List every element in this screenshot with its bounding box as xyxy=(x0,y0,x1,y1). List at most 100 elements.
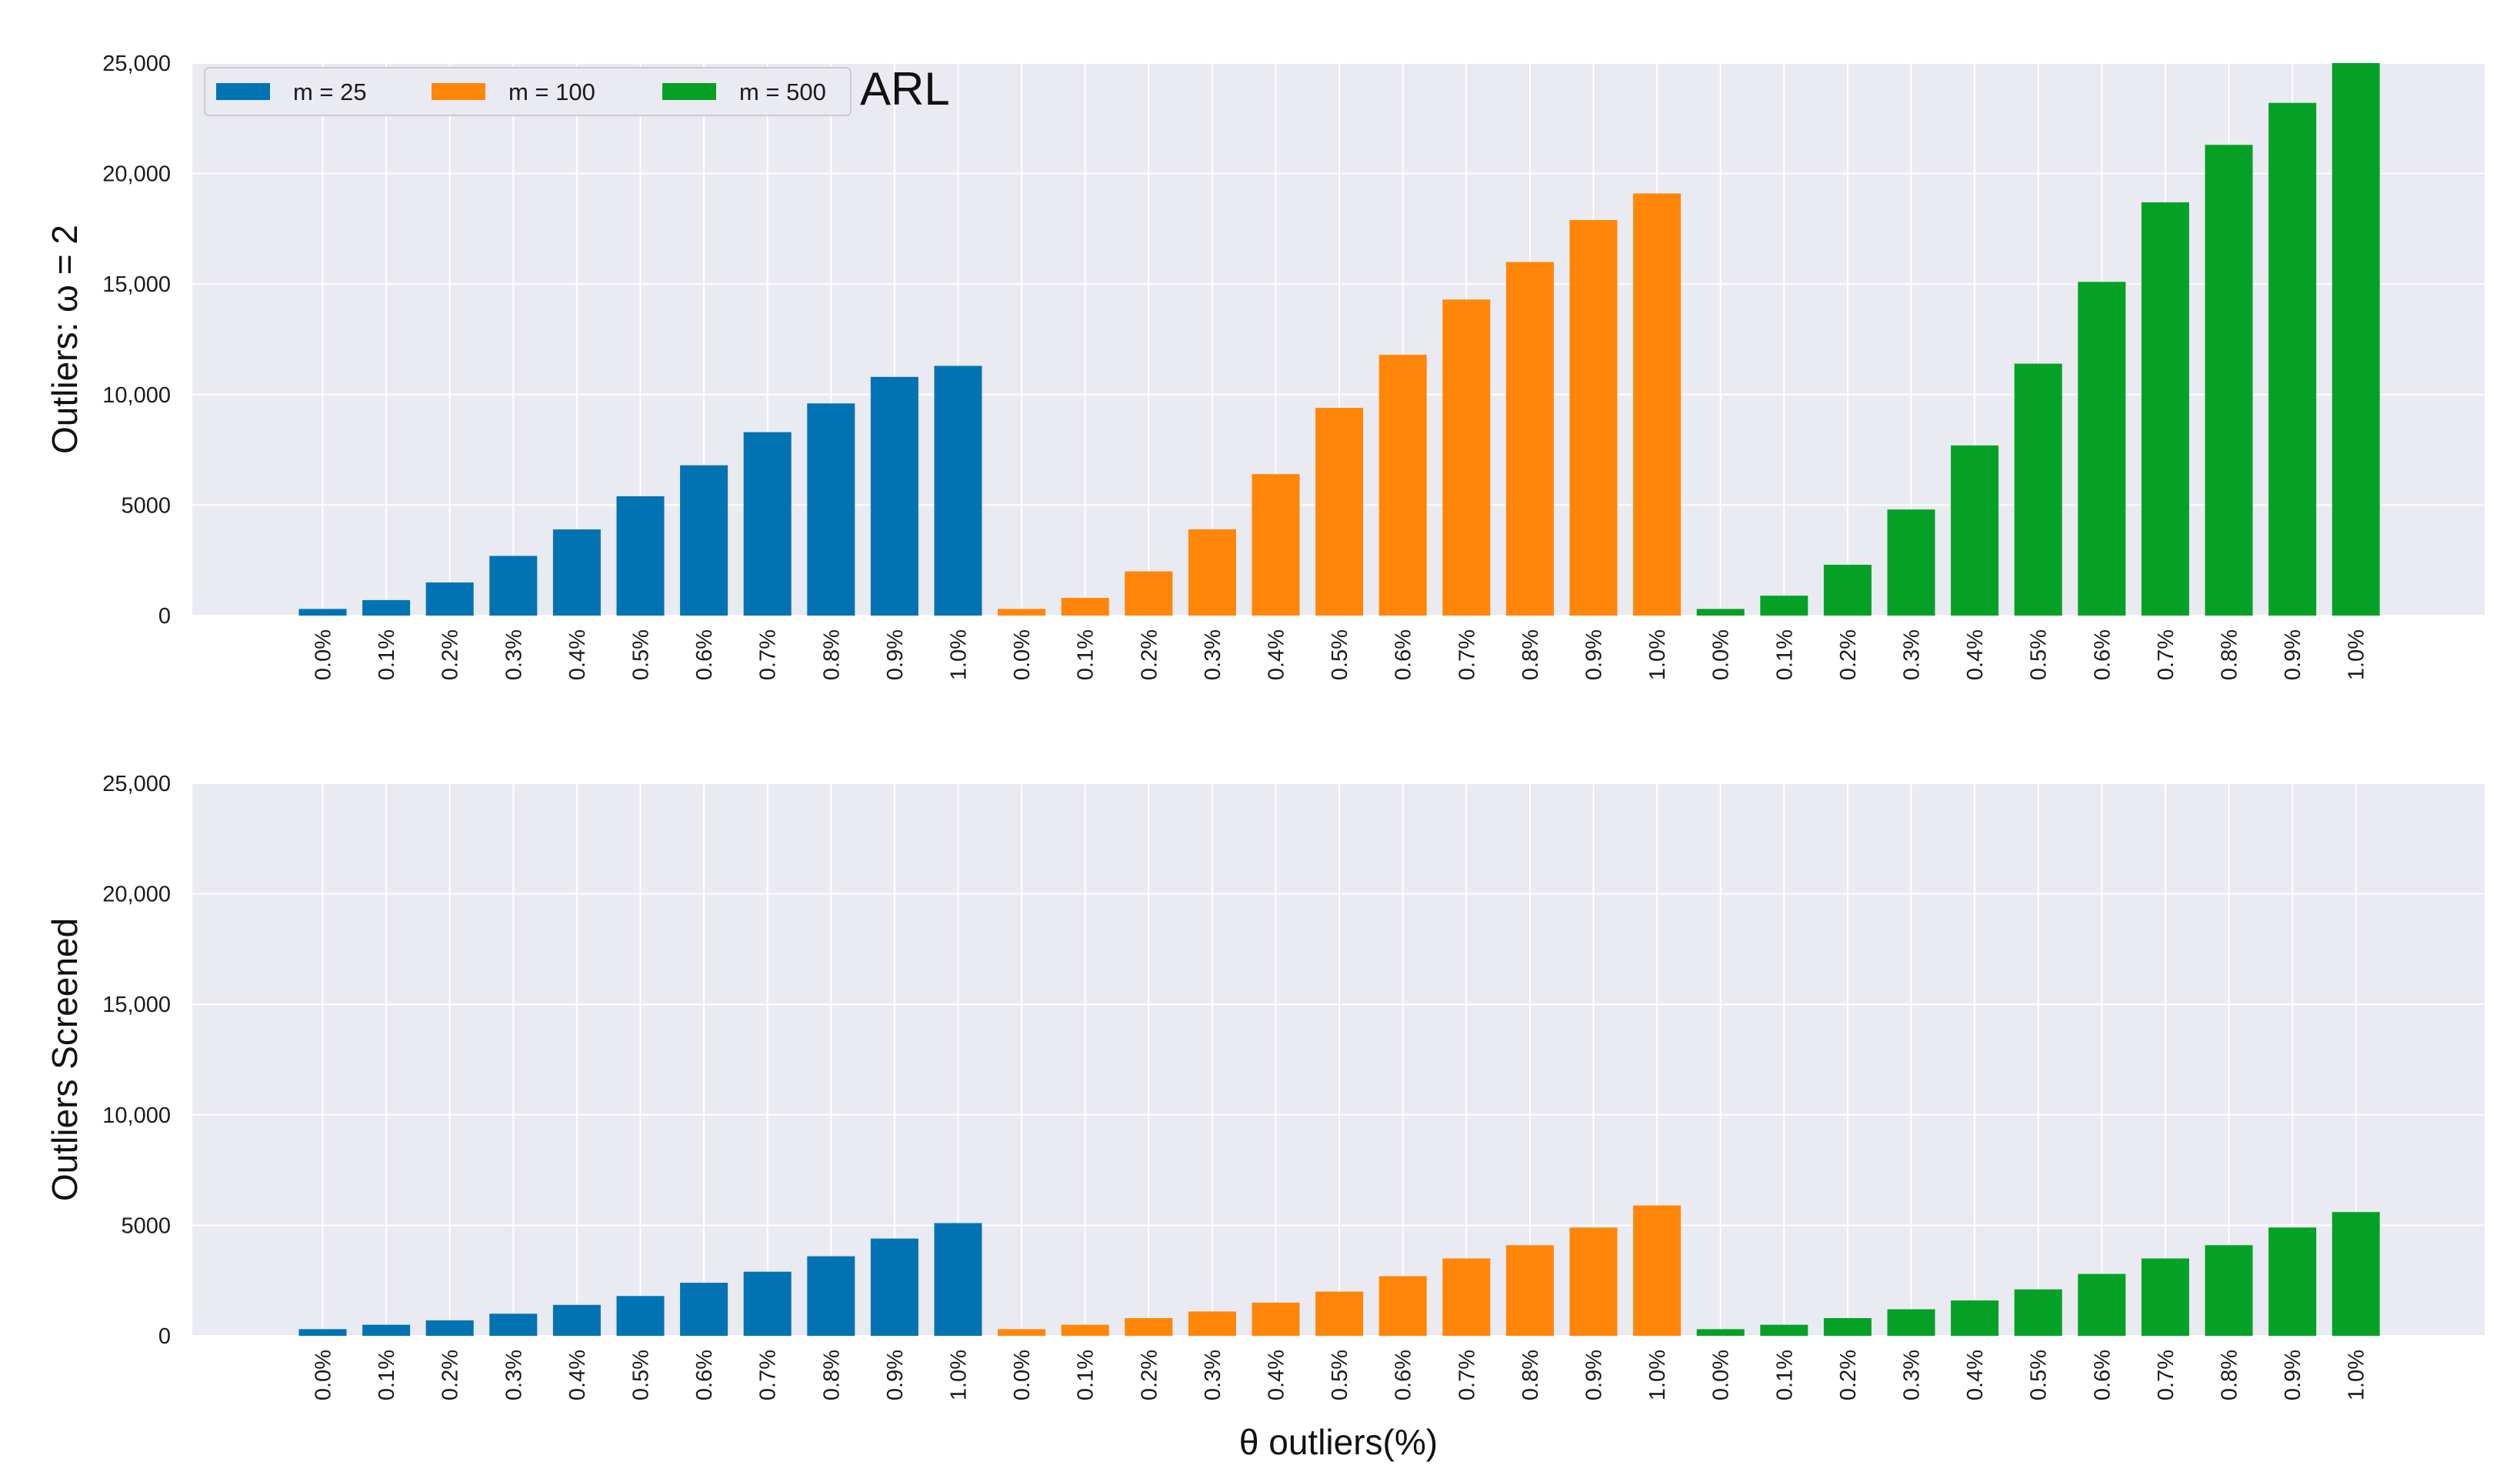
top-bar xyxy=(298,609,347,616)
top-yticks: 0 5000 10,000 15,000 20,000 25,000 xyxy=(102,52,171,629)
bottom-bar xyxy=(298,1329,347,1336)
x-axis-label: θ outliers(%) xyxy=(1239,1422,1438,1462)
top-bar xyxy=(1887,509,1935,616)
legend-box xyxy=(204,67,852,116)
bottom-bar xyxy=(680,1283,728,1336)
bottom-bar xyxy=(998,1329,1046,1336)
bottom-bar xyxy=(2141,1258,2189,1336)
top-bar xyxy=(616,496,665,616)
bottom-bar xyxy=(1252,1302,1300,1336)
top-xtick-label: 0.5% xyxy=(1328,629,1352,680)
top-xtick-label: 0.3% xyxy=(1900,629,1925,680)
bottom-xtick-label: 0.9% xyxy=(1582,1350,1607,1400)
top-xtick-label: 0.5% xyxy=(629,629,654,680)
top-y-axis-label: Outliers: ω = 2 xyxy=(45,225,85,454)
top-bar xyxy=(1633,193,1682,616)
bottom-bar xyxy=(616,1296,665,1336)
top-xtick-label: 0.9% xyxy=(883,629,908,680)
bottom-xtick-label: 0.9% xyxy=(883,1350,908,1400)
legend-label-m500: m = 500 xyxy=(739,78,826,105)
bottom-xtick-label: 0.3% xyxy=(1201,1350,1225,1400)
legend-label-m100: m = 100 xyxy=(508,78,595,105)
bottom-xtick-label: 1.0% xyxy=(1645,1350,1670,1400)
top-bar xyxy=(870,376,918,616)
top-xtick-label: 0.0% xyxy=(1709,629,1734,680)
bottom-xtick-label: 0.7% xyxy=(2154,1350,2178,1400)
bottom-bar xyxy=(1188,1311,1236,1336)
bottom-xtick-label: 0.8% xyxy=(1518,1350,1543,1400)
bottom-y-axis-label: Outliers Screened xyxy=(45,918,85,1201)
bottom-ytick-label: 10,000 xyxy=(102,1103,171,1128)
bottom-bar xyxy=(2014,1289,2062,1336)
top-xtick-label: 0.9% xyxy=(1582,629,1607,680)
legend-swatch-m100 xyxy=(432,83,485,100)
top-bar xyxy=(1569,219,1618,616)
top-bar xyxy=(2332,63,2380,616)
bottom-xtick-label: 0.7% xyxy=(1455,1350,1479,1400)
top-bar xyxy=(743,432,792,616)
top-bar xyxy=(1125,571,1173,616)
top-ytick-label: 10,000 xyxy=(102,383,171,408)
bottom-xtick-label: 0.2% xyxy=(1836,1350,1861,1400)
bottom-bar xyxy=(934,1223,982,1336)
bottom-xtick-label: 1.0% xyxy=(947,1350,972,1400)
top-bar xyxy=(1378,355,1427,616)
top-bars xyxy=(298,63,2380,616)
bottom-xtick-label: 0.2% xyxy=(438,1350,463,1400)
top-xtick-label: 0.4% xyxy=(1963,629,1988,680)
bottom-ytick-label: 15,000 xyxy=(102,993,171,1017)
bottom-ytick-label: 0 xyxy=(158,1324,171,1349)
top-xtick-label: 0.8% xyxy=(819,629,844,680)
top-xtick-label: 0.7% xyxy=(1455,629,1479,680)
bottom-xtick-label: 0.1% xyxy=(1772,1350,1797,1400)
bottom-bar xyxy=(2205,1245,2253,1336)
top-bar xyxy=(1315,408,1364,616)
top-xtick-label: 0.6% xyxy=(2090,629,2115,680)
top-bar xyxy=(1188,529,1236,616)
bottom-bar xyxy=(1061,1324,1109,1336)
top-bar xyxy=(362,599,411,616)
legend-label-m25: m = 25 xyxy=(293,78,367,105)
bottom-bar xyxy=(870,1238,918,1336)
top-bar xyxy=(2268,102,2317,616)
top-xtick-label: 0.1% xyxy=(1772,629,1797,680)
bottom-xtick-label: 0.1% xyxy=(1074,1350,1098,1400)
top-bar xyxy=(1951,445,1999,616)
bottom-xtick-label: 1.0% xyxy=(2345,1350,2369,1400)
bottom-yticks: 0 5000 10,000 15,000 20,000 25,000 xyxy=(102,772,171,1349)
bottom-plot-area xyxy=(192,783,2485,1336)
bottom-xtick-label: 0.4% xyxy=(1265,1350,1289,1400)
bottom-bar xyxy=(2332,1212,2380,1336)
bottom-bar xyxy=(1951,1300,1999,1336)
top-bar xyxy=(1696,609,1745,616)
top-xtick-label: 0.1% xyxy=(1074,629,1098,680)
bottom-bar xyxy=(1633,1205,1682,1336)
top-xtick-label: 0.6% xyxy=(692,629,717,680)
top-xtick-label: 0.4% xyxy=(565,629,590,680)
bottom-bar xyxy=(1125,1318,1173,1336)
top-bar xyxy=(489,556,538,616)
top-xtick-label: 0.8% xyxy=(2218,629,2242,680)
bottom-bar xyxy=(425,1320,474,1336)
top-bar xyxy=(1252,474,1300,616)
bottom-bar xyxy=(1378,1276,1427,1336)
top-bar xyxy=(2205,145,2253,616)
top-xtick-label: 1.0% xyxy=(1645,629,1670,680)
top-bar xyxy=(425,582,474,616)
top-xtick-label: 0.9% xyxy=(2281,629,2305,680)
arl-annotation: ARL xyxy=(860,63,950,115)
top-bar xyxy=(680,465,728,616)
bottom-bar xyxy=(807,1256,855,1336)
top-xtick-label: 0.5% xyxy=(2027,629,2052,680)
legend: m = 25 m = 100 m = 500 xyxy=(204,67,852,116)
bottom-xtick-label: 0.3% xyxy=(1900,1350,1925,1400)
bottom-bar xyxy=(2078,1273,2126,1336)
top-xtick-label: 1.0% xyxy=(947,629,972,680)
bottom-bar xyxy=(1823,1318,1872,1336)
bottom-xtick-label: 0.6% xyxy=(2090,1350,2115,1400)
bottom-xtick-label: 0.8% xyxy=(2218,1350,2242,1400)
bottom-xtick-label: 0.0% xyxy=(1709,1350,1734,1400)
